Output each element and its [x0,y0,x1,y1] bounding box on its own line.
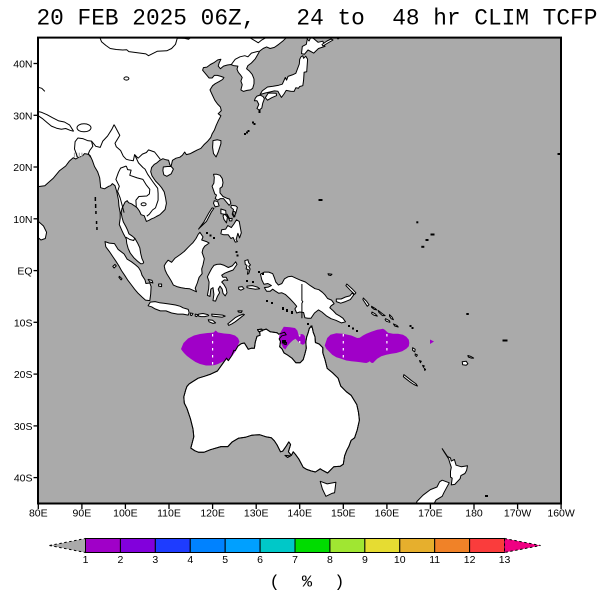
svg-text:20S: 20S [14,369,33,381]
svg-text:EQ: EQ [17,266,32,278]
svg-text:160E: 160E [375,508,400,520]
svg-text:1: 1 [83,554,89,566]
svg-text:20 FEB 2025 06Z, 24 to 48 h: 20 FEB 2025 06Z, 24 to 48 hr CLIM TCFP [37,6,598,32]
svg-text:40N: 40N [13,59,32,71]
svg-text:120E: 120E [200,508,225,520]
svg-text:13: 13 [499,554,511,566]
svg-text:10: 10 [394,554,406,566]
svg-text:5: 5 [222,554,228,566]
svg-text:80E: 80E [29,508,48,520]
svg-text:7: 7 [292,554,298,566]
svg-text:8: 8 [327,554,333,566]
svg-text:30N: 30N [13,110,32,122]
svg-text:11: 11 [429,554,440,566]
svg-text:3: 3 [152,554,158,566]
svg-text:( % ): ( % ) [269,574,350,593]
svg-text:6: 6 [257,554,263,566]
svg-text:40S: 40S [14,473,33,485]
svg-text:160W: 160W [547,508,575,520]
svg-text:9: 9 [362,554,368,566]
svg-text:170W: 170W [504,508,532,520]
svg-text:90E: 90E [73,508,92,520]
svg-text:10S: 10S [14,317,33,329]
svg-text:170E: 170E [418,508,443,520]
svg-text:150E: 150E [331,508,356,520]
svg-text:130E: 130E [244,508,269,520]
svg-text:110E: 110E [157,508,181,520]
svg-text:10N: 10N [13,214,32,226]
svg-text:2: 2 [117,554,123,566]
svg-text:180: 180 [465,508,483,520]
svg-text:30S: 30S [14,421,33,433]
svg-text:12: 12 [464,554,476,566]
svg-text:140E: 140E [287,508,312,520]
svg-text:20N: 20N [13,162,32,174]
svg-text:100E: 100E [113,508,138,520]
svg-text:4: 4 [187,554,193,566]
